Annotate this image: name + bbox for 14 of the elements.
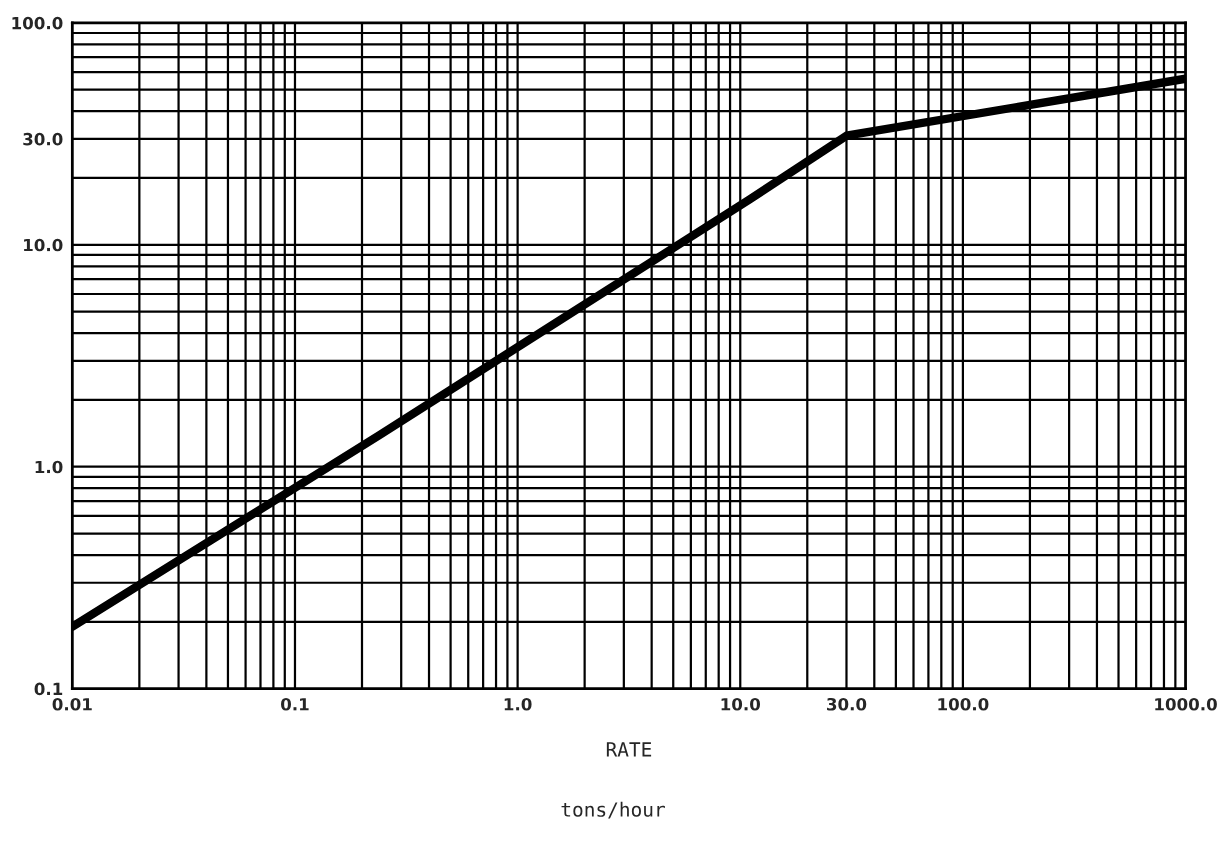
y-tick-label: 30.0: [23, 132, 63, 146]
x-tick-label: 0.01: [52, 697, 92, 711]
text: tons/hour: [561, 801, 665, 819]
x-tick-label: 1.0: [504, 697, 532, 711]
y-tick-label: 10.0: [24, 238, 63, 252]
x-tick-label: 1000.0: [1155, 697, 1217, 711]
x-tick-label: 100.0: [938, 697, 989, 711]
x-tick-label: 0.1: [281, 697, 309, 711]
y-tick-label: 0.1: [34, 682, 63, 696]
y-tick-label: 1.0: [35, 460, 63, 474]
x-tick-label: 10.0: [721, 697, 761, 711]
y-tick-label: 100.0: [12, 16, 63, 30]
x-tick-label: 30.0: [827, 697, 867, 711]
x-axis-title: RATE: [606, 742, 652, 757]
